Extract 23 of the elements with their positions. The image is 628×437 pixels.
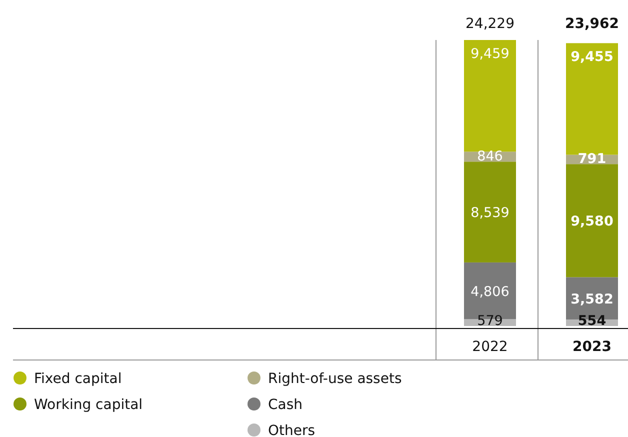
legend-label: Cash — [268, 397, 303, 413]
x-tick-label: 2022 — [472, 339, 508, 355]
data-label: 9,459 — [470, 46, 510, 62]
legend-label: Working capital — [34, 397, 143, 413]
bar — [566, 43, 618, 155]
data-label: 8,539 — [470, 205, 510, 222]
bar — [464, 162, 516, 262]
data-label: 846 — [477, 148, 503, 165]
data-label: 579 — [477, 313, 503, 329]
data-label: 554 — [578, 313, 606, 329]
data-label: 3,582 — [570, 291, 614, 308]
legend-label: Fixed capital — [34, 371, 122, 387]
legend-label: Right-of-use assets — [268, 371, 402, 387]
data-label: 4,806 — [470, 284, 510, 300]
legend-label: Others — [268, 423, 316, 437]
x-tick-label: 2023 — [572, 339, 612, 355]
data-label: 9,580 — [570, 214, 614, 230]
total-label: 24,229 — [466, 16, 514, 32]
data-label: 9,455 — [570, 49, 614, 66]
data-label: 791 — [578, 151, 606, 168]
total-label: 23,962 — [564, 16, 620, 32]
bar — [566, 164, 618, 278]
bar — [464, 40, 516, 152]
